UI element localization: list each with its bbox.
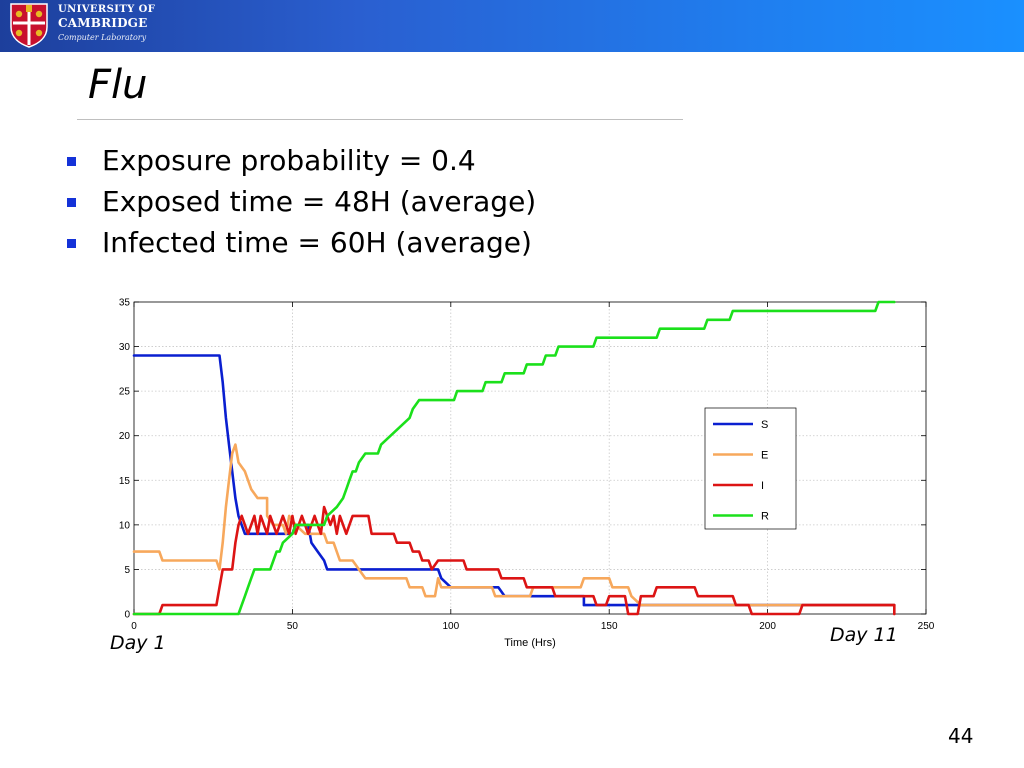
bullet-text: Exposed time = 48H (average) — [102, 185, 537, 218]
x-tick-label: 250 — [918, 621, 935, 632]
bullet-item: Infected time = 60H (average) — [62, 224, 536, 265]
chart-grid — [134, 302, 926, 614]
day-start-label: Day 1 — [110, 632, 166, 654]
y-tick-label: 10 — [119, 520, 131, 531]
y-tick-label: 35 — [119, 298, 131, 309]
chart-series — [132, 300, 896, 616]
x-tick-label: 200 — [759, 621, 776, 632]
x-tick-label: 150 — [601, 621, 618, 632]
university-logo-text: UNIVERSITY OF CAMBRIDGE Computer Laborat… — [58, 5, 155, 42]
y-tick-label: 0 — [124, 610, 130, 621]
page-number: 44 — [948, 724, 974, 748]
legend-box — [704, 407, 797, 530]
bullet-item: Exposed time = 48H (average) — [62, 183, 536, 224]
bullet-text: Infected time = 60H (average) — [102, 226, 532, 259]
legend-label-e: E — [761, 450, 768, 462]
chart-legend: S E I R — [704, 407, 797, 530]
legend-label-s: S — [761, 419, 768, 431]
university-crest-icon — [10, 3, 48, 48]
legend-label-i: I — [761, 480, 764, 492]
x-tick-label: 100 — [442, 621, 459, 632]
title-divider — [77, 119, 683, 120]
legend-label-r: R — [761, 511, 769, 523]
y-tick-label: 5 — [124, 565, 130, 576]
series-line-r — [132, 300, 896, 616]
logo-line-university-of: UNIVERSITY OF — [58, 4, 156, 15]
logo-line-cambridge: CAMBRIDGE — [58, 16, 148, 30]
day-end-label: Day 11 — [830, 624, 898, 646]
bullet-item: Exposure probability = 0.4 — [62, 142, 536, 183]
x-axis-label: Time (Hrs) — [504, 637, 556, 649]
x-tick-label: 50 — [287, 621, 299, 632]
x-tick-label: 0 — [131, 621, 137, 632]
y-tick-label: 25 — [119, 387, 131, 398]
plot-area — [134, 302, 926, 614]
logo-line-computer-laboratory: Computer Laboratory — [58, 33, 147, 42]
bullet-text: Exposure probability = 0.4 — [102, 144, 476, 177]
bullet-square-icon — [67, 198, 76, 207]
y-tick-label: 15 — [119, 476, 131, 487]
seir-line-chart: 0 50 100 150 200 250 0 5 10 15 20 25 30 35 S E I R Time … — [119, 298, 935, 650]
chart-axes: 0 50 100 150 200 250 0 5 10 15 20 25 30 35 — [119, 298, 935, 633]
slide-title: Flu — [88, 62, 148, 108]
series-line-i — [132, 505, 896, 616]
bullet-list: Exposure probability = 0.4 Exposed time … — [62, 142, 536, 265]
y-tick-label: 20 — [119, 431, 131, 442]
plot-frame — [133, 301, 927, 615]
bullet-square-icon — [67, 239, 76, 248]
y-tick-label: 30 — [119, 342, 131, 353]
header-bar: UNIVERSITY OF CAMBRIDGE Computer Laborat… — [0, 0, 1024, 52]
bullet-square-icon — [67, 157, 76, 166]
